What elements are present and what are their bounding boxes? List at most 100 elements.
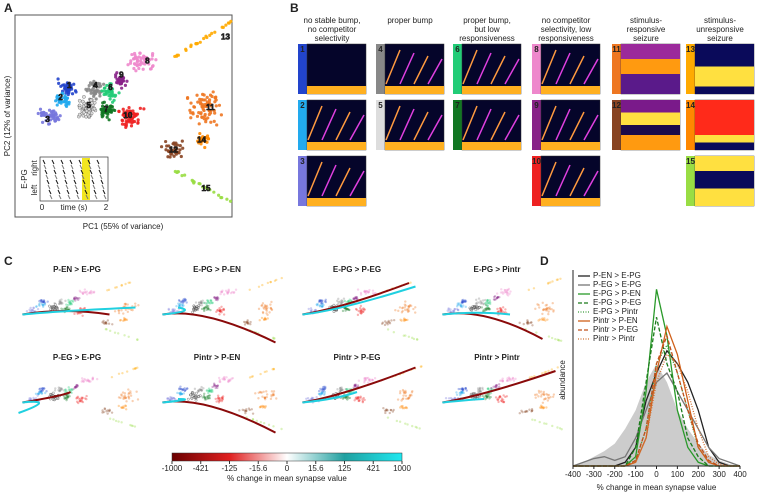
cloud-dot	[58, 387, 61, 390]
panel-label: A	[4, 1, 13, 15]
cloud-dot	[74, 386, 77, 390]
cloud-dot	[309, 307, 313, 310]
cloud-dot	[58, 300, 61, 304]
cloud-dot	[121, 319, 125, 322]
cloud-dot	[341, 388, 344, 391]
cloud-dot	[36, 307, 40, 311]
cloud-dot	[501, 400, 504, 404]
cloud-dot	[355, 397, 358, 401]
cloud-dot	[191, 112, 195, 116]
cloud-dot	[478, 389, 481, 393]
cloud-dot	[416, 338, 419, 341]
cloud-dot	[204, 104, 209, 108]
cloud-dot	[201, 98, 205, 102]
inset-raster	[45, 174, 49, 180]
cloud-dot	[66, 304, 70, 307]
cloud-dot	[206, 300, 210, 303]
cloud-dot	[123, 334, 126, 337]
inset-raster	[49, 194, 53, 200]
cloud-dot	[462, 300, 465, 304]
cloud-dot	[363, 290, 367, 294]
cloud-dot	[359, 310, 362, 313]
cloud-dot	[49, 392, 52, 396]
cloud-dot	[127, 281, 130, 284]
cloud-dot	[196, 139, 200, 143]
cloud-dot	[70, 303, 73, 306]
cloud-dot	[488, 397, 491, 400]
cloud-dot	[218, 309, 221, 313]
cloud-dot	[251, 412, 255, 415]
cloud-dot	[213, 111, 217, 115]
inset-raster	[53, 169, 57, 175]
cloud-dot	[180, 392, 184, 396]
cloud-dot	[44, 118, 48, 123]
cloud-dot	[201, 396, 204, 399]
cloud-dot	[60, 298, 63, 301]
cloud-dot	[524, 410, 527, 413]
cloud-dot	[124, 303, 128, 306]
cloud-dot	[270, 390, 274, 393]
cloud-dot	[523, 410, 527, 414]
cloud-dot	[403, 318, 407, 321]
cloud-dot	[456, 308, 460, 312]
cloud-dot	[210, 31, 214, 35]
cloud-dot	[197, 390, 200, 393]
cloud-dot	[65, 307, 68, 310]
cloud-dot	[131, 109, 135, 113]
cloud-dot	[482, 396, 486, 399]
cloud-dot	[213, 383, 216, 387]
cloud-dot	[171, 142, 175, 146]
cloud-dot	[221, 377, 224, 381]
cloud-dot	[124, 308, 128, 312]
cloud-dot	[487, 387, 490, 390]
cloud-dot	[453, 396, 456, 400]
cloud-dot	[227, 378, 230, 382]
cloud-dot	[194, 301, 198, 304]
cloud-dot	[266, 306, 269, 309]
cloud-dot	[113, 310, 117, 313]
cloud-dot	[415, 426, 419, 429]
cloud-dot	[98, 94, 102, 98]
cloud-dot	[35, 305, 38, 308]
cloud-dot	[506, 288, 510, 292]
tile-streak	[541, 105, 557, 141]
cloud-dot	[175, 170, 179, 174]
cloud-dot	[461, 301, 464, 304]
cloud-dot	[494, 386, 498, 389]
cloud-dot	[526, 321, 530, 324]
cloud-dot	[42, 299, 46, 302]
cloud-dot	[397, 309, 400, 313]
cloud-dot	[528, 321, 531, 325]
cloud-dot	[175, 304, 178, 308]
cloud-dot	[363, 308, 366, 311]
cloud-dot	[264, 308, 268, 311]
cloud-dot	[70, 92, 75, 96]
cloud-dot	[455, 305, 459, 308]
cloud-dot	[195, 307, 198, 311]
cloud-dot	[261, 395, 264, 398]
tile-stim	[541, 142, 600, 150]
cloud-dot	[183, 297, 186, 301]
cloud-dot	[484, 308, 488, 311]
cloud-dot	[28, 308, 31, 312]
cloud-dot	[64, 307, 68, 311]
cloud-dot	[203, 396, 207, 399]
cloud-dot	[403, 319, 406, 323]
cloud-dot	[463, 299, 466, 303]
cloud-dot	[198, 131, 202, 136]
cloud-dot	[263, 396, 266, 399]
cloud-dot	[171, 308, 174, 311]
cloud-dot	[273, 279, 277, 282]
cloud-dot	[142, 54, 146, 58]
cloud-dot	[269, 307, 273, 310]
cloud-dot	[259, 405, 262, 409]
cloud-dot	[340, 301, 343, 304]
cloud-dot	[53, 119, 58, 123]
cloud-dot	[459, 387, 462, 391]
cloud-dot	[497, 310, 501, 313]
cloud-dot	[60, 388, 63, 391]
cloud-dot	[67, 102, 71, 106]
cloud-dot	[354, 397, 357, 400]
cloud-dot	[541, 317, 544, 320]
cloud-dot	[213, 296, 216, 299]
